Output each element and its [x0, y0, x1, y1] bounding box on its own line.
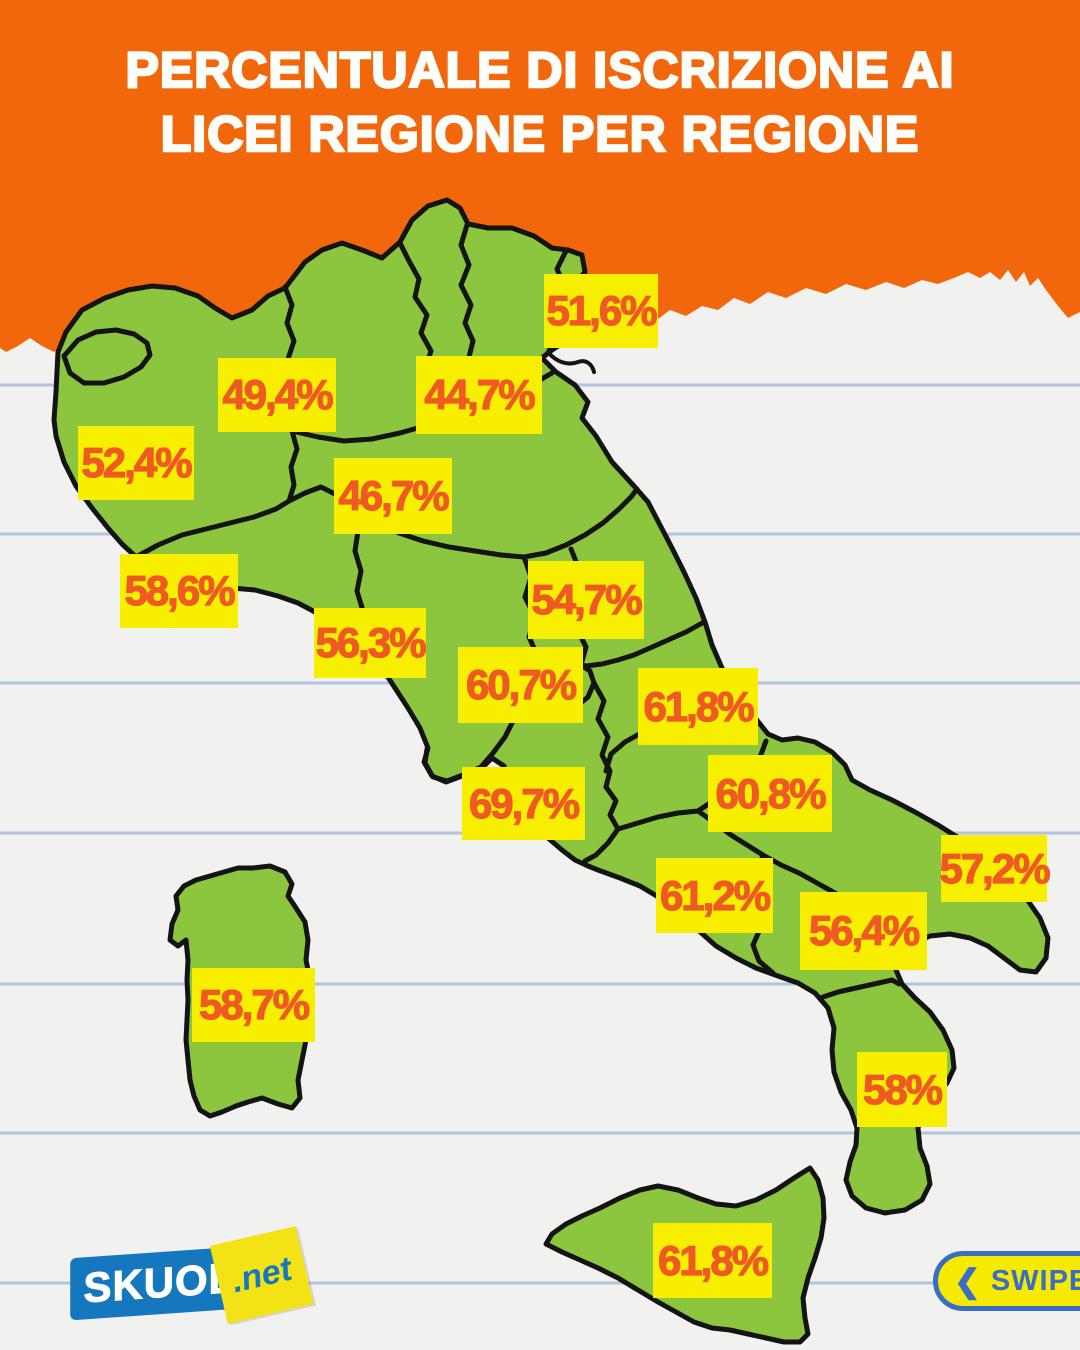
border-basilicata-calabria	[817, 977, 902, 1001]
page-title-line-2: LICEI REGIONE PER REGIONE	[160, 105, 920, 164]
border-liguria-north	[133, 484, 340, 560]
page-title: PERCENTUALE DI ISCRIZIONE AI LICEI REGIO…	[0, 38, 1080, 166]
header-torn-paper	[0, 0, 1080, 352]
border-lazio-abruzzo	[591, 680, 613, 790]
sicilia-island	[543, 1165, 827, 1345]
skuola-logo[interactable]: SKUOLA .net	[67, 1226, 314, 1333]
skuola-logo-net-badge: .net	[209, 1226, 314, 1324]
chevron-left-icon: ❮	[954, 1263, 981, 1299]
border-molise-campania	[615, 808, 701, 832]
sardegna-island	[167, 863, 313, 1119]
page-title-line-1: PERCENTUALE DI ISCRIZIONE AI	[124, 41, 955, 100]
swipe-label: SWIPE	[990, 1264, 1080, 1297]
border-valle-daosta	[61, 327, 153, 386]
italy-map	[51, 197, 1051, 1345]
swipe-button[interactable]: ❮ SWIPE	[933, 1251, 1080, 1311]
border-marche-abruzzo	[578, 619, 707, 669]
